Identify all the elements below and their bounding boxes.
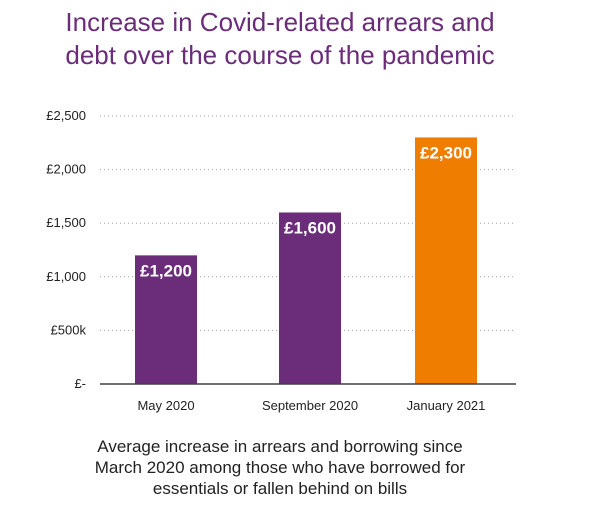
chart-title-line-1: Increase in Covid-related arrears and [65,7,495,37]
y-tick-label: £1,500 [46,215,86,230]
caption-line-1: Average increase in arrears and borrowin… [97,437,463,456]
caption-line-3: essentials or fallen behind on bills [152,479,408,498]
bar-chart: £- £500k £1,000 £1,500 £2,000 £2,500 £1,200 May… [46,108,516,413]
y-tick-label: £- [74,376,86,391]
y-tick-label: £500k [51,322,87,337]
data-label: £1,200 [140,261,192,280]
y-tick-label: £2,500 [46,108,86,123]
bar-2 [279,212,341,384]
data-label: £2,300 [420,143,472,162]
chart-title-line-2: debt over the course of the pandemic [65,40,495,70]
data-label: £1,600 [284,218,336,237]
x-tick-label: May 2020 [137,398,194,413]
bar-3 [415,137,477,384]
bar-1 [135,255,197,384]
y-tick-label: £1,000 [46,269,86,284]
y-tick-label: £2,000 [46,162,86,177]
caption-line-2: March 2020 among those who have borrowed… [94,458,466,477]
chart-caption: Average increase in arrears and borrowin… [0,436,560,499]
x-tick-label: September 2020 [262,398,358,413]
x-tick-label: January 2021 [407,398,486,413]
chart-title: Increase in Covid-related arrears and de… [0,6,560,72]
